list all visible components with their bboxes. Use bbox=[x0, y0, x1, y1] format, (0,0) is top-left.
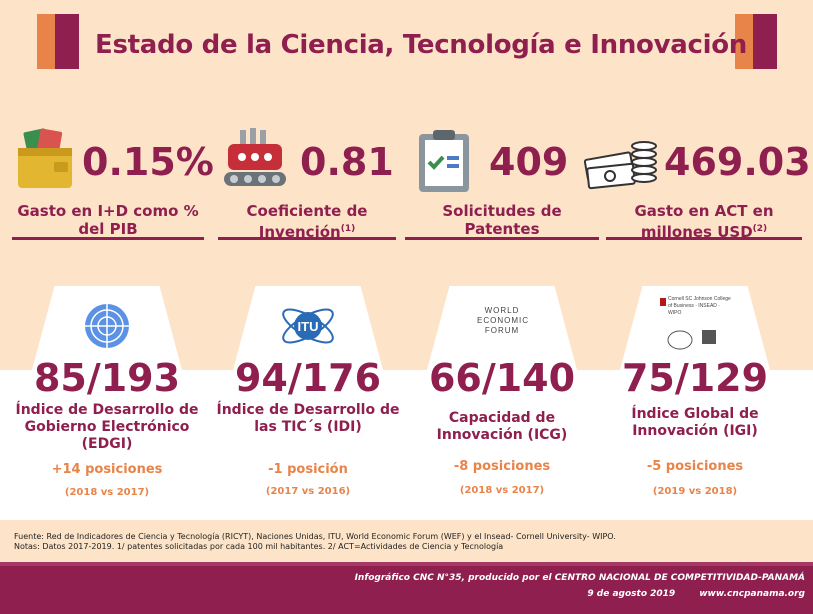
footer-date-url: 9 de agosto 2019 www.cncpanama.org bbox=[563, 589, 805, 599]
position-change: +14 posiciones bbox=[51, 462, 163, 477]
igi-logo-text: Cornell SC Johnson College of Business ·… bbox=[668, 296, 731, 316]
page-title: Estado de la Ciencia, Tecnología e Innov… bbox=[95, 30, 748, 60]
title-decoration-left bbox=[37, 14, 79, 69]
position-change: -8 posiciones bbox=[453, 459, 551, 474]
insead-cornell-wipo-logo-icon: Cornell SC Johnson College of Business ·… bbox=[660, 296, 731, 350]
logo-panel bbox=[427, 286, 577, 370]
stat-act-spending: 469.03 Gasto en ACT en millones USD(2) bbox=[583, 120, 811, 245]
position-change: -1 posición bbox=[268, 462, 348, 477]
stat-label: Gasto en ACT en millones USD(2) bbox=[606, 202, 802, 241]
stat-patent-applications: 409 Solicitudes de Patentes bbox=[405, 120, 599, 245]
orange-bar bbox=[37, 14, 55, 69]
itu-logo-text: ITU bbox=[298, 319, 319, 334]
stat-rd-spending: 0.15% Gasto en I+D como % del PIB bbox=[12, 120, 214, 245]
index-name: Índice de Desarrollo de Gobierno Electró… bbox=[15, 402, 199, 452]
index-name: Capacidad de Innovación (ICG) bbox=[436, 410, 568, 443]
logo-panel bbox=[620, 286, 770, 370]
stat-value: 0.15% bbox=[82, 140, 214, 184]
ranking-value: 75/129 bbox=[621, 356, 769, 400]
ranking-value: 85/193 bbox=[33, 356, 181, 400]
itu-logo-icon: ITU bbox=[282, 308, 334, 344]
orange-bar bbox=[735, 14, 753, 69]
comparison-period: (2018 vs 2017) bbox=[459, 485, 545, 496]
footer-url[interactable]: www.cncpanama.org bbox=[699, 589, 805, 599]
stat-value: 409 bbox=[489, 140, 569, 184]
ranking-value: 66/140 bbox=[428, 356, 576, 400]
footer-stripe bbox=[0, 562, 813, 566]
index-name: Índice de Desarrollo de las TIC´s (IDI) bbox=[216, 402, 400, 435]
un-logo-icon bbox=[85, 304, 129, 348]
comparison-period: (2017 vs 2016) bbox=[265, 486, 351, 497]
wef-logo-icon: WORLD ECONOMIC FORUM bbox=[477, 306, 529, 335]
source-footnote: Fuente: Red de Indicadores de Ciencia y … bbox=[14, 532, 616, 541]
footer-credit: Infográfico CNC N°35, producido por el C… bbox=[354, 573, 805, 583]
stat-label-text: Gasto en ACT en millones USD bbox=[634, 202, 774, 241]
notes-footnote: Notas: Datos 2017-2019. 1/ patentes soli… bbox=[14, 542, 504, 551]
stat-invention-coefficient: 0.81 Coeficiente de Invención(1) bbox=[218, 120, 396, 245]
clipboard-checklist-icon bbox=[419, 130, 469, 192]
stat-value: 0.81 bbox=[300, 140, 394, 184]
stat-underline bbox=[12, 237, 204, 240]
position-change: -5 posiciones bbox=[646, 459, 744, 474]
money-wallet-icon bbox=[18, 128, 72, 188]
maroon-bar bbox=[55, 14, 79, 69]
footer-date: 9 de agosto 2019 bbox=[587, 589, 676, 599]
stat-label: Gasto en I+D como % del PIB bbox=[17, 202, 199, 238]
stat-label: Coeficiente de Invención(1) bbox=[218, 202, 396, 241]
stat-label: Solicitudes de Patentes bbox=[442, 202, 562, 238]
ranking-value: 94/176 bbox=[234, 356, 382, 400]
index-name: Índice Global de Innovación (IGI) bbox=[631, 406, 759, 439]
stat-label-footnote: (2) bbox=[752, 224, 768, 234]
factory-icon bbox=[224, 128, 286, 186]
money-coins-icon bbox=[583, 141, 657, 190]
title-decoration-right bbox=[735, 14, 777, 69]
footer: Infográfico CNC N°35, producido por el C… bbox=[0, 562, 813, 614]
maroon-bar bbox=[753, 14, 777, 69]
stat-underline bbox=[405, 237, 599, 240]
wef-logo-text: WORLD ECONOMIC FORUM bbox=[477, 306, 529, 335]
stat-label-text: Coeficiente de Invención bbox=[246, 202, 368, 241]
stat-underline bbox=[606, 237, 802, 240]
stat-value: 469.03 bbox=[664, 140, 811, 184]
rankings-background bbox=[0, 370, 813, 520]
stat-underline bbox=[218, 237, 396, 240]
comparison-period: (2018 vs 2017) bbox=[64, 487, 150, 498]
comparison-period: (2019 vs 2018) bbox=[652, 486, 738, 497]
stat-label-footnote: (1) bbox=[340, 224, 356, 234]
